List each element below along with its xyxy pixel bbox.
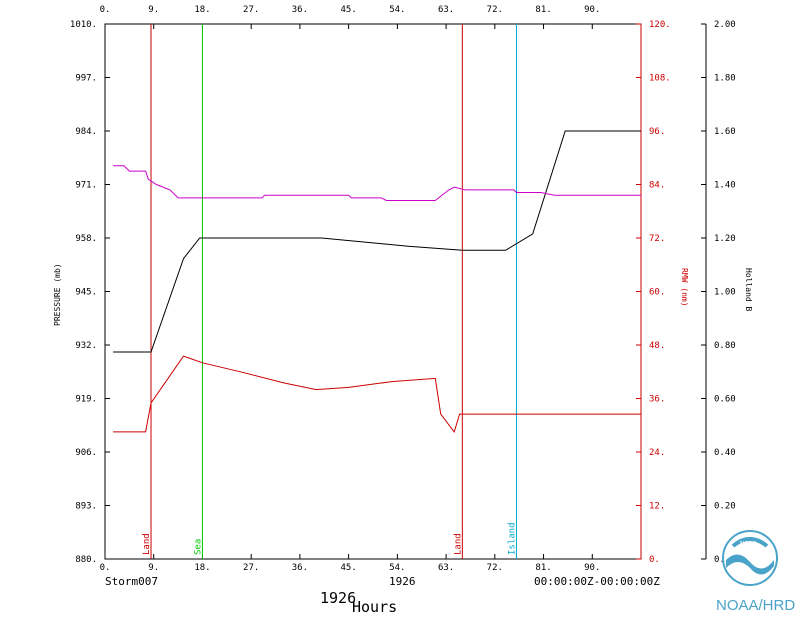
x-tick-label-top: 54. [389, 5, 405, 15]
noaa-logo: NOAA [722, 530, 778, 586]
y-right2-tick-label: 0.40 [714, 448, 736, 458]
x-tick-label-bottom: 81. [535, 563, 551, 573]
y-right2-tick-label: 1.40 [714, 181, 736, 191]
x-tick-label-bottom: 36. [292, 563, 308, 573]
y-left-tick-label: 958. [75, 234, 97, 244]
y-left-tick-label: 945. [75, 288, 97, 298]
y-left-tick-label: 893. [75, 502, 97, 512]
event-label: Island [507, 522, 517, 555]
x-tick-label-bottom: 9. [148, 563, 159, 573]
footer-center-label: 1926 [389, 575, 416, 588]
y-right1-tick-label: 12. [649, 502, 665, 512]
x-tick-label-bottom: 0. [100, 563, 111, 573]
y-right1-tick-label: 96. [649, 127, 665, 137]
y-right2-tick-label: 1.20 [714, 234, 736, 244]
y-right1-tick-label: 120. [649, 20, 671, 30]
y-left-tick-label: 984. [75, 127, 97, 137]
y-left-tick-label: 932. [75, 341, 97, 351]
event-label: Land [453, 533, 463, 555]
x-tick-label-top: 81. [535, 5, 551, 15]
y-axis-right1-title: RMW (nm) [680, 268, 689, 307]
x-tick-label-bottom: 18. [194, 563, 210, 573]
series-line-right1 [113, 355, 641, 433]
y-left-tick-label: 1010. [70, 20, 97, 30]
noaa-logo-text: NOAA [740, 540, 758, 548]
x-tick-label-bottom: 54. [389, 563, 405, 573]
x-axis-title: Hours [352, 598, 397, 616]
x-tick-label-bottom: 45. [341, 563, 357, 573]
x-tick-label-top: 72. [487, 5, 503, 15]
y-right1-tick-label: 24. [649, 448, 665, 458]
y-left-tick-label: 906. [75, 448, 97, 458]
x-tick-label-bottom: 72. [487, 563, 503, 573]
y-right1-tick-label: 36. [649, 395, 665, 405]
y-axis-left-title: PRESSURE (mb) [53, 263, 62, 326]
event-label: Sea [193, 539, 203, 555]
y-right1-tick-label: 48. [649, 341, 665, 351]
y-right1-tick-label: 108. [649, 74, 671, 84]
x-tick-label-bottom: 27. [243, 563, 259, 573]
y-right2-tick-label: 0.20 [714, 502, 736, 512]
y-left-tick-label: 919. [75, 395, 97, 405]
x-tick-label-top: 0. [100, 5, 111, 15]
y-right1-tick-label: 0. [649, 555, 660, 565]
x-tick-label-bottom: 63. [438, 563, 454, 573]
y-left-tick-label: 997. [75, 74, 97, 84]
x-tick-label-top: 27. [243, 5, 259, 15]
y-right2-tick-label: 2.00 [714, 20, 736, 30]
y-right1-tick-label: 60. [649, 288, 665, 298]
x-tick-label-top: 9. [148, 5, 159, 15]
plot-frame [104, 23, 642, 560]
event-label: Land [142, 533, 152, 555]
x-tick-label-bottom: 90. [584, 563, 600, 573]
series-line-right2 [113, 165, 641, 201]
y-right2-tick-label: 0.60 [714, 395, 736, 405]
y-left-tick-label: 971. [75, 181, 97, 191]
y-right2-tick-label: 1.00 [714, 288, 736, 298]
x-tick-label-top: 63. [438, 5, 454, 15]
y-axis-right2-title: Holland B [744, 268, 753, 312]
footer-right-label: 00:00:00Z-00:00:00Z [534, 575, 660, 588]
x-tick-label-top: 90. [584, 5, 600, 15]
series-line-left [113, 130, 641, 353]
y-right1-tick-label: 72. [649, 234, 665, 244]
y-right2-tick-label: 1.80 [714, 74, 736, 84]
y-right2-tick-label: 0.80 [714, 341, 736, 351]
x-tick-label-top: 36. [292, 5, 308, 15]
y-right2-tick-label: 1.60 [714, 127, 736, 137]
x-tick-label-top: 45. [341, 5, 357, 15]
footer-left-label: Storm007 [105, 575, 158, 588]
chart-title: 1926 [320, 589, 356, 607]
credit-label: NOAA/HRD [716, 597, 796, 614]
y-right1-tick-label: 84. [649, 181, 665, 191]
x-tick-label-top: 18. [194, 5, 210, 15]
y-left-tick-label: 880. [75, 555, 97, 565]
